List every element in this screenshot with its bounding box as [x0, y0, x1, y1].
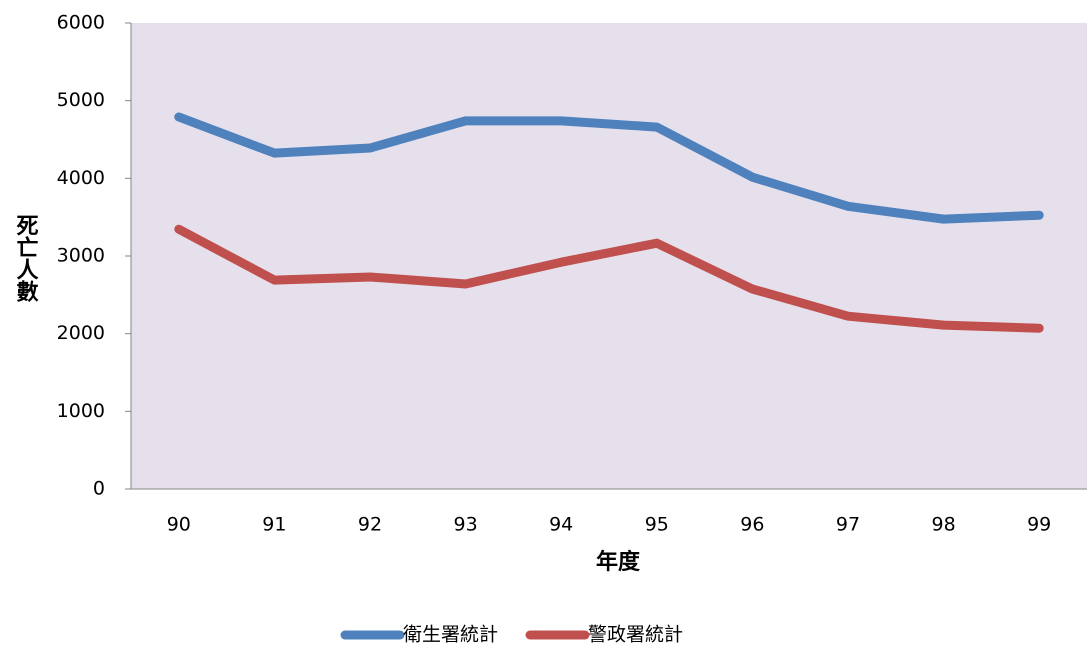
- y-tick-label: 2000: [57, 322, 105, 344]
- x-axis-label: 年度: [596, 549, 641, 575]
- x-tick-label: 94: [549, 514, 573, 536]
- y-tick-label: 1000: [57, 400, 105, 422]
- legend-label: 警政署統計: [588, 624, 683, 646]
- y-tick-label: 5000: [57, 89, 105, 111]
- x-tick-label: 96: [740, 514, 764, 536]
- x-tick-label: 92: [358, 514, 382, 536]
- x-tick-label: 98: [932, 514, 956, 536]
- y-tick-label: 3000: [57, 245, 105, 267]
- x-tick-label: 93: [454, 514, 478, 536]
- x-tick-label: 91: [262, 514, 286, 536]
- series-line: [174, 224, 1044, 333]
- x-tick-label: 99: [1027, 514, 1051, 536]
- y-axis-label: 死亡人數: [13, 214, 39, 303]
- x-tick-label: 97: [836, 514, 860, 536]
- y-tick-label: 4000: [57, 167, 105, 189]
- x-tick-label: 90: [167, 514, 191, 536]
- series-line: [174, 112, 1044, 224]
- legend-label: 衛生署統計: [403, 624, 498, 646]
- y-tick-label: 0: [93, 478, 105, 500]
- x-tick-label: 95: [645, 514, 669, 536]
- y-tick-label: 6000: [57, 12, 105, 34]
